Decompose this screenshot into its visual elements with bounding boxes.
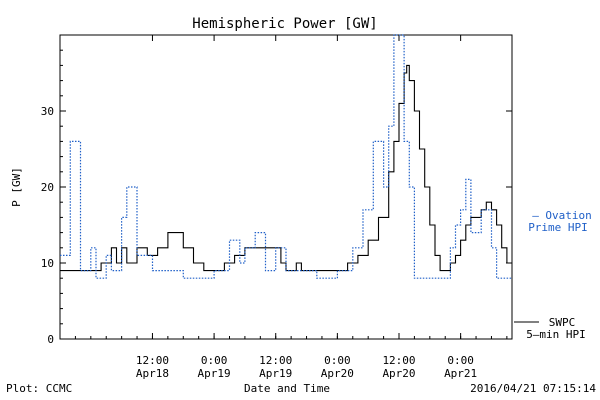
y-tick-label: 0: [47, 333, 54, 346]
legend-ovation-line2: Prime HPI: [528, 221, 588, 234]
y-axis-ticks: 0 10 20 30: [41, 49, 512, 346]
y-axis-label: P [GW]: [10, 167, 23, 207]
x-axis-ticks: 12:00Apr180:00Apr1912:00Apr190:00Apr2012…: [59, 35, 508, 380]
x-tick-date-label: Apr20: [382, 367, 415, 380]
y-tick-label: 20: [41, 181, 54, 194]
series-line-ovation-prime: [60, 34, 512, 279]
plot-frame: [59, 34, 513, 340]
y-tick-label: 30: [41, 105, 54, 118]
plot-credit: Plot: CCMC: [6, 382, 72, 395]
x-tick-date-label: Apr19: [198, 367, 231, 380]
y-tick-label: 10: [41, 257, 54, 270]
plot-timestamp: 2016/04/21 07:15:14: [470, 382, 596, 395]
x-tick-time-label: 12:00: [259, 354, 292, 367]
x-tick-date-label: Apr19: [259, 367, 292, 380]
x-tick-time-label: 0:00: [201, 354, 228, 367]
x-tick-time-label: 0:00: [324, 354, 351, 367]
x-tick-time-label: 12:00: [136, 354, 169, 367]
series-layer: [60, 34, 512, 279]
legend-swpc-line1: SWPC: [549, 316, 576, 329]
legend-ovation-line1: — Ovation: [532, 209, 592, 222]
x-tick-time-label: 0:00: [447, 354, 474, 367]
x-axis-label: Date and Time: [244, 382, 330, 395]
legend-swpc-line2: 5–min HPI: [526, 328, 586, 341]
x-tick-date-label: Apr21: [444, 367, 477, 380]
x-tick-time-label: 12:00: [382, 354, 415, 367]
series-line-swpc: [60, 64, 508, 272]
x-tick-date-label: Apr20: [321, 367, 354, 380]
chart-title: Hemispheric Power [GW]: [192, 16, 377, 32]
x-tick-date-label: Apr18: [136, 367, 169, 380]
